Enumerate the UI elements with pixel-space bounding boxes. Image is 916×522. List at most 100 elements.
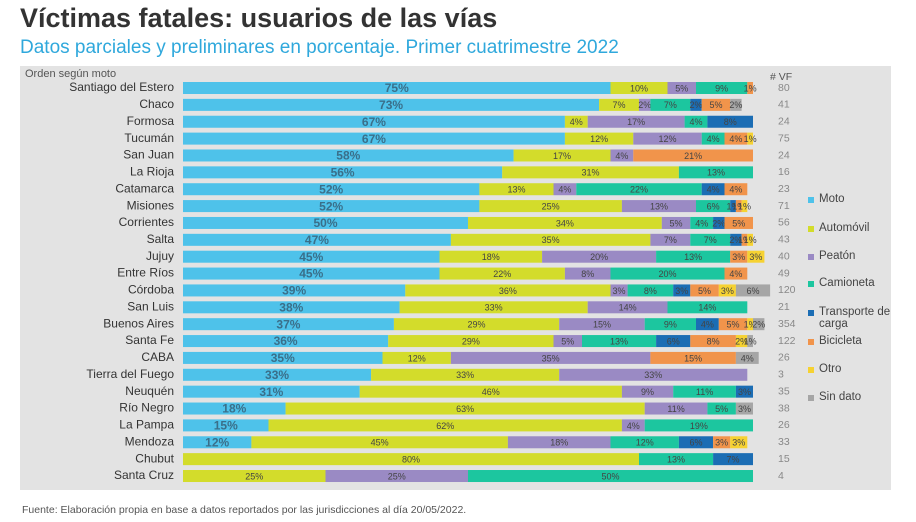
legend-label: Peatón [819, 250, 856, 262]
value-label: 4% [741, 353, 754, 363]
bar-segment [610, 267, 725, 280]
value-label: 38% [279, 300, 303, 314]
count-label: 16 [778, 166, 790, 178]
bar-segment [627, 284, 674, 297]
bar-segment [251, 436, 508, 449]
value-label: 9% [664, 320, 677, 330]
legend-item: Automóvil [808, 222, 898, 234]
value-label: 8% [581, 269, 594, 279]
value-label: 67% [362, 132, 386, 146]
value-label: 80% [402, 455, 420, 465]
value-label: 4% [695, 218, 708, 228]
category-label: Santiago del Estero [69, 80, 174, 94]
bar-segment [183, 166, 503, 179]
category-label: Neuquén [125, 384, 174, 398]
value-label: 7% [704, 235, 717, 245]
bar-segment [673, 385, 736, 398]
value-label: 8% [644, 286, 657, 296]
count-label: 24 [778, 116, 790, 128]
bar-segment [741, 233, 748, 246]
bar-segment [656, 335, 691, 348]
value-label: 35% [271, 351, 295, 365]
count-label: 122 [778, 335, 796, 347]
bar-segment [644, 402, 708, 415]
bar-segment [450, 351, 651, 364]
bar-segment [183, 419, 269, 432]
bar-segment [393, 318, 560, 331]
bar-segment [183, 284, 406, 297]
value-label: 11% [667, 404, 684, 414]
bar-segment [741, 200, 748, 213]
bar-segment [639, 453, 714, 466]
value-label: 9% [641, 387, 654, 397]
bar-segment [747, 335, 753, 348]
source-note: Fuente: Elaboración propia en base a dat… [22, 504, 466, 516]
count-label: 80 [778, 82, 790, 94]
category-label: San Luis [127, 299, 174, 313]
value-label: 13% [707, 168, 725, 178]
bar-segment [405, 284, 611, 297]
value-label: 1% [744, 336, 757, 346]
bar-segment [713, 216, 725, 229]
category-label: San Juan [123, 148, 174, 162]
value-label: 2% [689, 100, 702, 110]
bar-segment [564, 267, 611, 280]
count-label: 40 [778, 250, 790, 262]
value-label: 5% [727, 320, 740, 330]
category-label: Buenos Aires [103, 316, 174, 330]
value-label: 12% [636, 438, 654, 448]
count-label: 24 [778, 149, 790, 161]
bar-segment [183, 132, 565, 145]
value-label: 18% [482, 252, 500, 262]
bar-segment [183, 98, 600, 111]
category-label: Santa Cruz [114, 468, 174, 482]
category-label: Jujuy [146, 249, 174, 263]
bar-segment [730, 98, 742, 111]
legend-item: Camioneta [808, 277, 898, 289]
category-label: Salta [147, 232, 175, 246]
count-label: 23 [778, 183, 790, 195]
bar-segment [183, 402, 286, 415]
legend-swatch [808, 226, 814, 232]
bar-segment [371, 368, 560, 381]
bar-segment [701, 132, 725, 145]
bar-segment [684, 115, 708, 128]
value-label: 8% [707, 336, 720, 346]
value-label: 36% [274, 334, 298, 348]
value-label: 31% [582, 168, 600, 178]
value-label: 3% [715, 438, 728, 448]
value-label: 4% [570, 117, 583, 127]
legend-swatch [808, 254, 814, 260]
bar-segment [747, 82, 753, 94]
value-label: 47% [305, 233, 329, 247]
bar-segment [724, 183, 748, 196]
bar-segment [468, 216, 662, 229]
value-label: 34% [556, 218, 574, 228]
legend-label: Otro [819, 363, 842, 375]
value-label: 46% [482, 387, 500, 397]
count-label: 41 [778, 99, 790, 111]
category-label: Tucumán [124, 131, 174, 145]
value-label: 4% [707, 185, 720, 195]
value-label: 15% [684, 353, 702, 363]
value-label: 13% [667, 455, 685, 465]
bar-segment [599, 98, 639, 111]
bar-segment [735, 351, 759, 364]
bar-segment [183, 301, 400, 314]
value-label: 67% [362, 115, 386, 129]
bar-segment [183, 250, 440, 263]
bar-segment [285, 402, 645, 415]
category-label: Misiones [127, 198, 174, 212]
legend-label: Bicicleta [819, 335, 862, 347]
value-label: 31% [259, 385, 283, 399]
bar-segment [730, 200, 736, 213]
category-label: Santa Fe [125, 333, 174, 347]
bar-segment [747, 250, 765, 263]
value-label: 58% [336, 149, 360, 163]
count-label: 75 [778, 132, 790, 144]
bar-segment [661, 216, 691, 229]
bar-segment [667, 82, 696, 94]
value-label: 36% [499, 286, 517, 296]
bar-segment [747, 132, 753, 145]
